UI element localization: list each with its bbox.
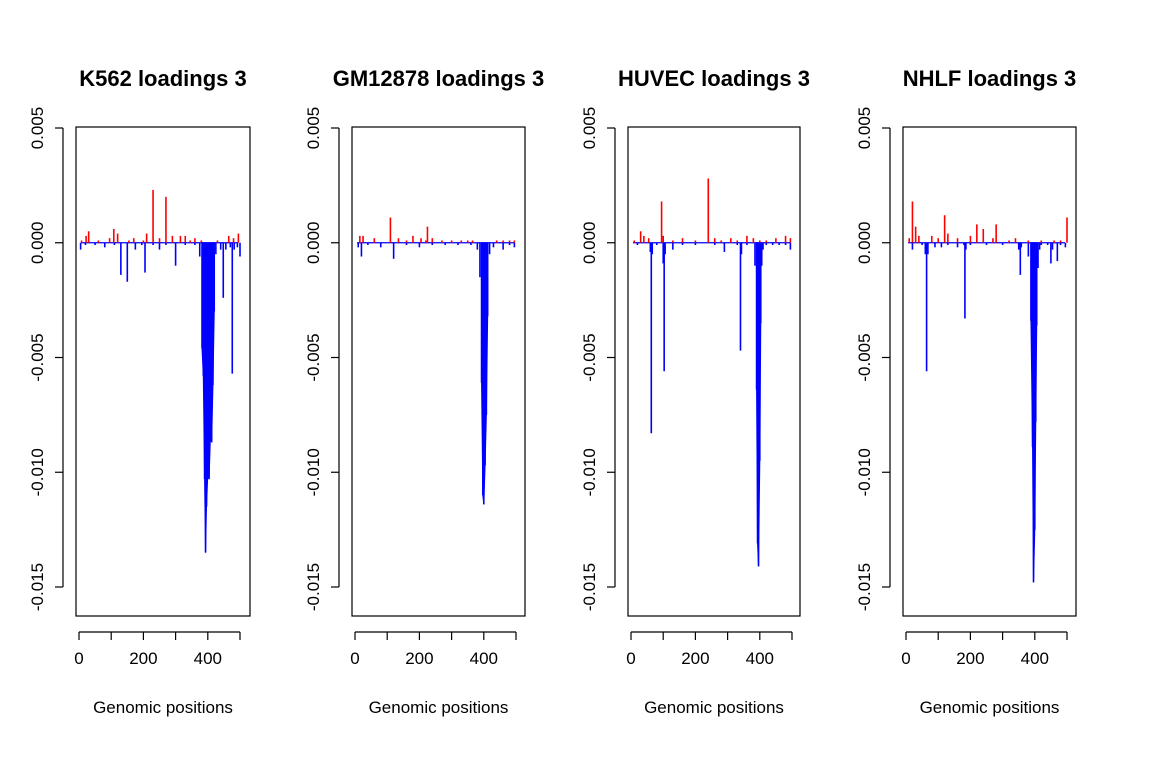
x-tick-label: 0 (74, 649, 83, 668)
y-tick-label: -0.010 (28, 448, 47, 496)
panel-2: HUVEC loadings 3 0 200 400 Genomic positions… (580, 66, 810, 717)
y-tick-label: 0.000 (304, 221, 323, 264)
plot-frame (902, 126, 1077, 617)
series-1 (636, 242, 792, 567)
series-area (1030, 242, 1038, 583)
chart-title: NHLF loadings 3 (903, 66, 1077, 91)
panel-1: GM12878 loadings 3 0 200 400 Genomic positio… (304, 66, 544, 717)
x-axis-label: Genomic positions (920, 698, 1060, 717)
plot-frame (75, 126, 251, 617)
y-tick-label: -0.005 (304, 333, 323, 381)
series-0 (908, 201, 1068, 243)
x-tick-label: 200 (681, 649, 709, 668)
series-1 (911, 242, 1067, 583)
plot-frame (627, 126, 801, 617)
y-tick-label: -0.015 (28, 563, 47, 611)
series-0 (633, 178, 792, 243)
x-tick-label: 400 (746, 649, 774, 668)
y-tick-label: -0.010 (855, 448, 874, 496)
series-0 (359, 217, 516, 243)
chart-title: HUVEC loadings 3 (618, 66, 810, 91)
y-tick-label: -0.015 (855, 563, 874, 611)
y-tick-label: -0.010 (304, 448, 323, 496)
y-tick-label: -0.005 (28, 333, 47, 381)
y-tick-label: 0.005 (304, 107, 323, 150)
panel-0: K562 loadings 3 0 200 400 Genomic positions 0… (28, 66, 251, 717)
y-tick-label: 0.000 (855, 221, 874, 264)
x-tick-label: 200 (129, 649, 157, 668)
x-tick-label: 400 (1021, 649, 1049, 668)
x-axis-label: Genomic positions (93, 698, 233, 717)
plot-frame (351, 126, 526, 617)
y-tick-label: 0.000 (28, 221, 47, 264)
x-axis-label: Genomic positions (644, 698, 784, 717)
panel-3: NHLF loadings 3 0 200 400 Genomic positions 0… (855, 66, 1077, 717)
y-tick-label: 0.005 (580, 107, 599, 150)
chart-title: GM12878 loadings 3 (333, 66, 545, 91)
y-tick-label: 0.005 (28, 107, 47, 150)
y-tick-label: -0.010 (580, 448, 599, 496)
x-tick-label: 0 (901, 649, 910, 668)
series-1 (79, 242, 241, 553)
y-tick-label: 0.005 (855, 107, 874, 150)
y-tick-label: -0.005 (855, 333, 874, 381)
x-axis-label: Genomic positions (369, 698, 509, 717)
y-tick-label: -0.005 (580, 333, 599, 381)
series-area (756, 242, 762, 567)
y-tick-label: -0.015 (304, 563, 323, 611)
y-tick-label: 0.000 (580, 221, 599, 264)
chart-title: K562 loadings 3 (79, 66, 247, 91)
series-area (481, 242, 489, 505)
series-1 (357, 242, 516, 505)
x-tick-label: 200 (956, 649, 984, 668)
x-tick-label: 0 (626, 649, 635, 668)
series-area (201, 242, 215, 553)
x-tick-label: 400 (470, 649, 498, 668)
x-tick-label: 400 (194, 649, 222, 668)
y-tick-label: -0.015 (580, 563, 599, 611)
x-tick-label: 200 (405, 649, 433, 668)
x-tick-label: 0 (350, 649, 359, 668)
series-0 (80, 189, 240, 243)
